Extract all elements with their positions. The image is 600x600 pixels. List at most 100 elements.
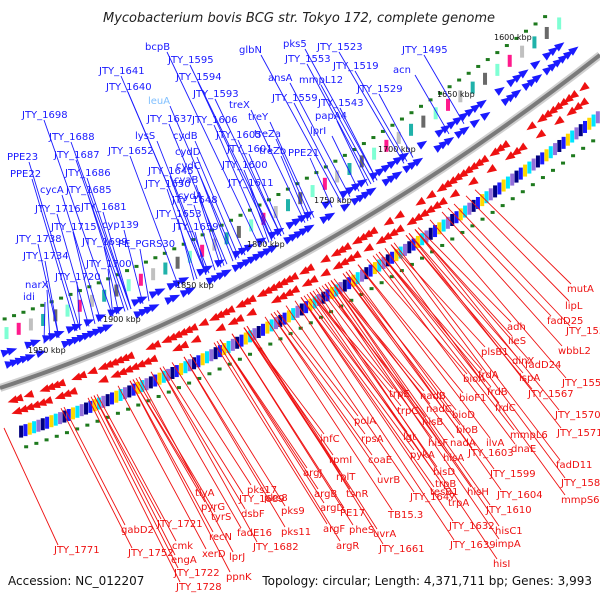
- leader-line: [447, 207, 552, 317]
- kbp-label: 1650 kbp: [437, 90, 475, 99]
- feature-block: [71, 407, 76, 420]
- feature-block: [321, 291, 326, 304]
- tick-mark: [333, 159, 338, 163]
- feature-block: [458, 208, 463, 221]
- kbp-label: 1950 kbp: [28, 346, 66, 355]
- gene-label: wbbL2: [558, 346, 591, 357]
- leader-line: [102, 211, 132, 310]
- feature-block: [175, 256, 180, 269]
- feature-arrow: [486, 164, 498, 174]
- leader-line: [315, 288, 498, 560]
- feature-block: [342, 279, 347, 292]
- feature-block: [445, 216, 450, 229]
- leader-line: [177, 218, 195, 281]
- leader-line: [159, 367, 258, 543]
- feature-block: [138, 273, 143, 286]
- tick-mark: [64, 431, 69, 435]
- leader-line: [414, 74, 450, 135]
- leader-line: [423, 54, 465, 124]
- tick-mark: [96, 281, 101, 285]
- feature-block: [514, 170, 519, 183]
- feature-arrow: [530, 60, 541, 70]
- feature-block: [384, 139, 389, 152]
- feature-block: [523, 164, 528, 177]
- gene-label: hisB: [422, 417, 443, 428]
- gene-label: JTY_1688: [48, 132, 95, 143]
- feature-arrow: [172, 343, 183, 352]
- gene-label: argD: [320, 503, 344, 514]
- tick-mark: [409, 111, 414, 115]
- tick-mark: [409, 262, 414, 266]
- feature-block: [97, 397, 102, 410]
- feature-block: [23, 424, 28, 437]
- feature-block: [433, 225, 438, 238]
- feature-block: [192, 357, 197, 370]
- feature-arrow: [374, 167, 386, 177]
- kbp-label: 1750 kbp: [314, 196, 352, 205]
- gene-label: JTY_1652: [107, 146, 154, 157]
- leader-line: [275, 138, 312, 220]
- feature-arrow: [330, 248, 342, 257]
- feature-arrow: [97, 362, 109, 370]
- leader-line: [231, 333, 354, 526]
- leader-line: [429, 219, 567, 379]
- leader-line: [270, 313, 373, 456]
- feature-arrow: [443, 137, 455, 146]
- feature-arrow: [418, 208, 430, 218]
- tick-mark: [87, 285, 92, 289]
- feature-block: [591, 114, 596, 127]
- feature-block: [501, 179, 506, 192]
- feature-arrow: [351, 235, 363, 245]
- gene-label: lspA: [519, 373, 540, 384]
- feature-arrow: [535, 129, 547, 139]
- feature-arrow: [277, 277, 289, 287]
- leader-line: [414, 229, 513, 337]
- tick-mark: [485, 58, 490, 62]
- feature-arrow: [102, 324, 114, 333]
- feature-arrow: [494, 86, 505, 96]
- tick-mark: [278, 337, 283, 341]
- feature-block: [209, 349, 214, 362]
- feature-arrow: [87, 366, 98, 374]
- leader-line: [56, 213, 90, 327]
- leader-line: [250, 109, 306, 223]
- feature-block: [183, 361, 188, 374]
- leader-line: [408, 233, 562, 429]
- gene-label: tesB1: [430, 487, 459, 498]
- tick-mark: [460, 230, 465, 234]
- gene-label: pyrG: [201, 502, 225, 513]
- feature-block: [310, 185, 315, 198]
- feature-block: [317, 294, 322, 307]
- feature-block: [153, 374, 158, 387]
- gene-label: idi: [23, 292, 35, 303]
- tick-mark: [430, 250, 435, 254]
- feature-block: [222, 343, 227, 356]
- leader-line: [465, 195, 570, 302]
- gene-label: JTY_1570: [554, 410, 600, 421]
- leader-line: [378, 251, 492, 388]
- feature-block: [437, 222, 442, 235]
- gene-label: ansA: [268, 73, 293, 84]
- leader-line: [264, 316, 393, 511]
- feature-arrow: [357, 232, 368, 242]
- feature-arrow: [531, 74, 543, 84]
- feature-arrow: [383, 216, 395, 226]
- gene-label: cycA: [40, 185, 64, 196]
- leader-line: [246, 325, 378, 530]
- gene-label: treZa: [254, 129, 281, 140]
- feature-arrow: [246, 307, 257, 316]
- feature-block: [28, 318, 33, 331]
- feature-block: [402, 243, 407, 256]
- tick-mark: [166, 390, 171, 394]
- feature-arrow: [235, 299, 247, 308]
- feature-arrow: [95, 314, 107, 322]
- tick-mark: [24, 445, 29, 449]
- feature-arrow: [30, 400, 41, 408]
- feature-arrow: [476, 99, 487, 109]
- feature-block: [360, 269, 365, 282]
- feature-block: [364, 267, 369, 280]
- gene-label: bioF1: [459, 393, 486, 404]
- tick-mark: [379, 281, 384, 285]
- feature-arrow: [332, 261, 344, 270]
